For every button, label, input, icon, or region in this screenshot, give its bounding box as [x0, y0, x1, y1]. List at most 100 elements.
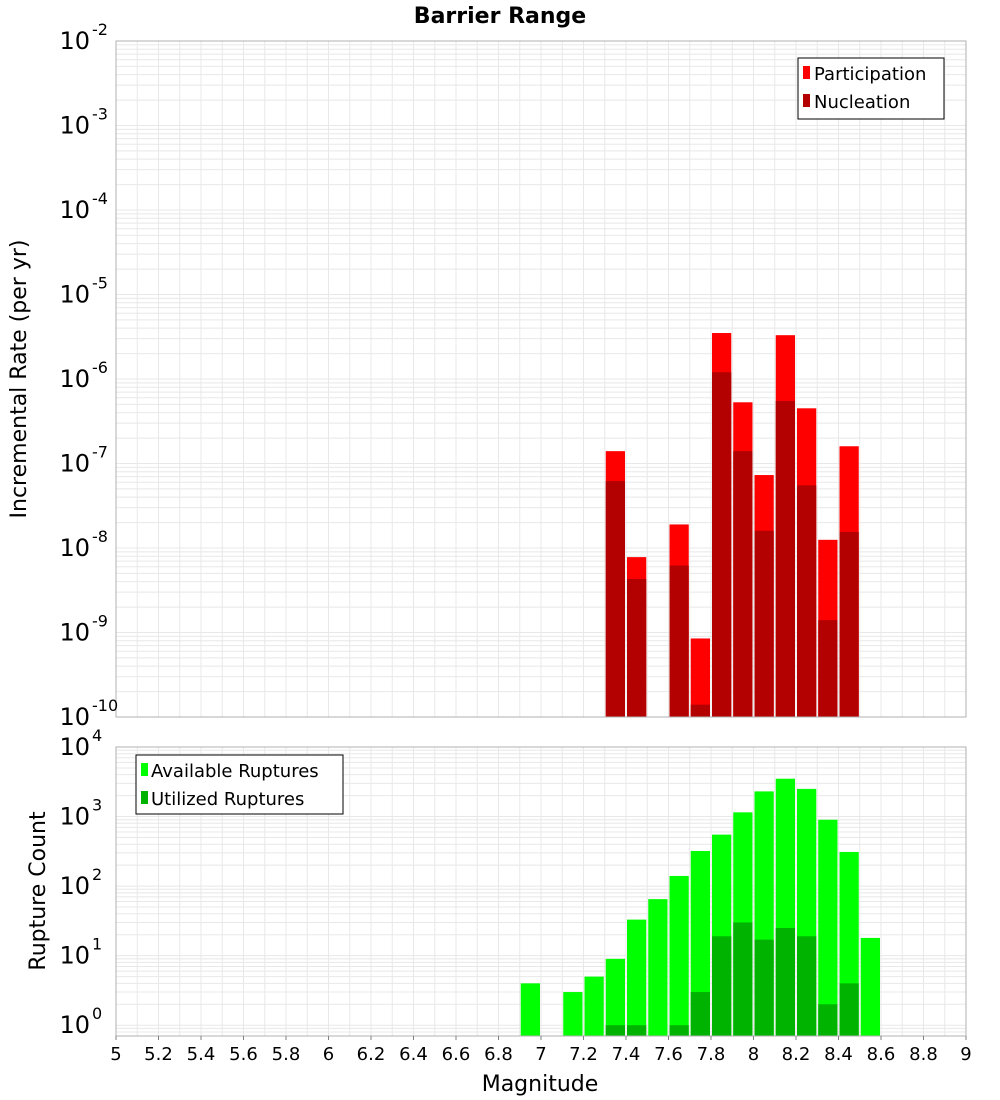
rate-y-axis-label: Incremental Rate (per yr) [7, 240, 32, 519]
rate-y-tick-exponent: -5 [92, 274, 108, 293]
available-legend-swatch [141, 763, 148, 776]
count-legend: Available Ruptures Utilized Ruptures [135, 754, 344, 815]
count-bar-utilized-ruptures [839, 983, 859, 1036]
count-y-tick-label: 10 [59, 733, 90, 761]
rate-bar-nucleation [690, 704, 710, 717]
count-bar-available-ruptures [627, 919, 647, 1036]
rate-legend-box [797, 57, 945, 120]
x-tick-label: 6.4 [399, 1044, 428, 1065]
count-bar-utilized-ruptures [818, 1004, 838, 1036]
rate-bars [605, 333, 859, 717]
nucleation-legend-swatch [803, 94, 810, 107]
x-axis-ticks: 5 5.2 5.4 5.6 5.8 6 6.2 6.4 6.6 6.8 7 7.2 7.4 7.6 7.8 8… [110, 1036, 972, 1065]
rate-y-tick-label: 10 [59, 112, 90, 140]
participation-legend-swatch [803, 66, 810, 79]
rate-bar-nucleation [839, 531, 859, 717]
count-bar-available-ruptures [648, 899, 668, 1036]
count-bar-available-ruptures [690, 850, 710, 1036]
rate-y-tick-exponent: -4 [92, 189, 108, 208]
rate-y-tick-label: 10 [59, 27, 90, 55]
rate-y-tick-label: 10 [59, 619, 90, 647]
count-bar-available-ruptures [520, 983, 540, 1036]
count-bar-utilized-ruptures [712, 936, 732, 1036]
x-tick-label: 8.6 [867, 1044, 896, 1065]
x-tick-label: 8 [748, 1044, 759, 1065]
x-tick-label: 6.2 [357, 1044, 386, 1065]
count-bar-utilized-ruptures [733, 922, 753, 1036]
rate-bar-nucleation [797, 485, 817, 717]
x-tick-label: 5.6 [229, 1044, 258, 1065]
rate-y-tick-exponent: -8 [92, 527, 108, 546]
x-tick-label: 5.2 [144, 1044, 173, 1065]
count-bar-utilized-ruptures [775, 927, 795, 1036]
count-bar-utilized-ruptures [627, 1025, 647, 1036]
x-tick-label: 6.6 [442, 1044, 471, 1065]
count-bar-utilized-ruptures [690, 992, 710, 1036]
x-tick-label: 7.6 [654, 1044, 683, 1065]
rate-bar-nucleation [818, 620, 838, 717]
count-bar-utilized-ruptures [754, 939, 774, 1036]
nucleation-legend-label: Nucleation [814, 92, 910, 113]
count-bar-available-ruptures [584, 976, 604, 1036]
rate-y-tick-label: 10 [59, 196, 90, 224]
count-y-axis-label: Rupture Count [26, 811, 51, 971]
rate-bar-nucleation [605, 481, 625, 717]
rate-y-tick-label: 10 [59, 450, 90, 478]
count-y-tick-label: 10 [59, 872, 90, 900]
rate-bar-participation [690, 638, 710, 717]
participation-legend-label: Participation [814, 64, 926, 85]
x-tick-label: 7.4 [612, 1044, 641, 1065]
count-legend-box [135, 754, 344, 815]
utilized-legend-swatch [141, 791, 148, 804]
count-bar-utilized-ruptures [605, 1025, 625, 1036]
rate-y-tick-exponent: -2 [92, 20, 108, 39]
x-tick-label: 7.8 [697, 1044, 726, 1065]
count-bar-available-ruptures [818, 819, 838, 1036]
count-y-tick-exponent: 2 [92, 865, 102, 884]
count-y-tick-exponent: 3 [92, 796, 102, 815]
rate-bar-nucleation [754, 530, 774, 717]
count-y-tick-label: 10 [59, 942, 90, 970]
count-bar-available-ruptures [860, 937, 880, 1036]
x-tick-label: 8.8 [909, 1044, 938, 1065]
count-bar-available-ruptures [563, 992, 583, 1036]
count-bar-available-ruptures [605, 958, 625, 1036]
x-tick-label: 5 [110, 1044, 121, 1065]
rate-y-tick-exponent: -3 [92, 105, 108, 124]
rate-bar-nucleation [712, 372, 732, 717]
rate-y-tick-exponent: -9 [92, 612, 108, 631]
x-tick-label: 8.2 [782, 1044, 811, 1065]
count-y-tick-label: 10 [59, 1011, 90, 1039]
x-tick-label: 7.2 [569, 1044, 598, 1065]
rate-y-tick-exponent: -6 [92, 358, 108, 377]
x-tick-label: 5.4 [187, 1044, 216, 1065]
rate-bar-nucleation [627, 578, 647, 717]
count-bar-available-ruptures [669, 875, 689, 1036]
utilized-legend-label: Utilized Ruptures [151, 789, 304, 810]
rate-y-tick-label: 10 [59, 534, 90, 562]
x-tick-label: 7 [535, 1044, 546, 1065]
rate-y-tick-exponent: -10 [92, 696, 118, 715]
rate-legend: Participation Nucleation [797, 57, 945, 120]
count-bars [520, 778, 880, 1036]
x-tick-label: 5.8 [272, 1044, 301, 1065]
chart-title: Barrier Range [414, 4, 586, 29]
count-y-tick-exponent: 1 [92, 935, 102, 954]
available-legend-label: Available Ruptures [151, 761, 319, 782]
rate-y-tick-label: 10 [59, 365, 90, 393]
count-y-tick-label: 10 [59, 803, 90, 831]
count-bar-utilized-ruptures [797, 936, 817, 1036]
rate-y-tick-label: 10 [59, 703, 90, 731]
x-tick-label: 6 [323, 1044, 334, 1065]
x-axis-label: Magnitude [482, 1072, 599, 1097]
rate-bar-nucleation [733, 451, 753, 717]
x-tick-label: 9 [960, 1044, 971, 1065]
rate-plot-frame [115, 40, 967, 718]
rate-bar-nucleation [669, 565, 689, 717]
x-tick-label: 6.8 [484, 1044, 513, 1065]
count-y-tick-exponent: 4 [92, 726, 102, 745]
